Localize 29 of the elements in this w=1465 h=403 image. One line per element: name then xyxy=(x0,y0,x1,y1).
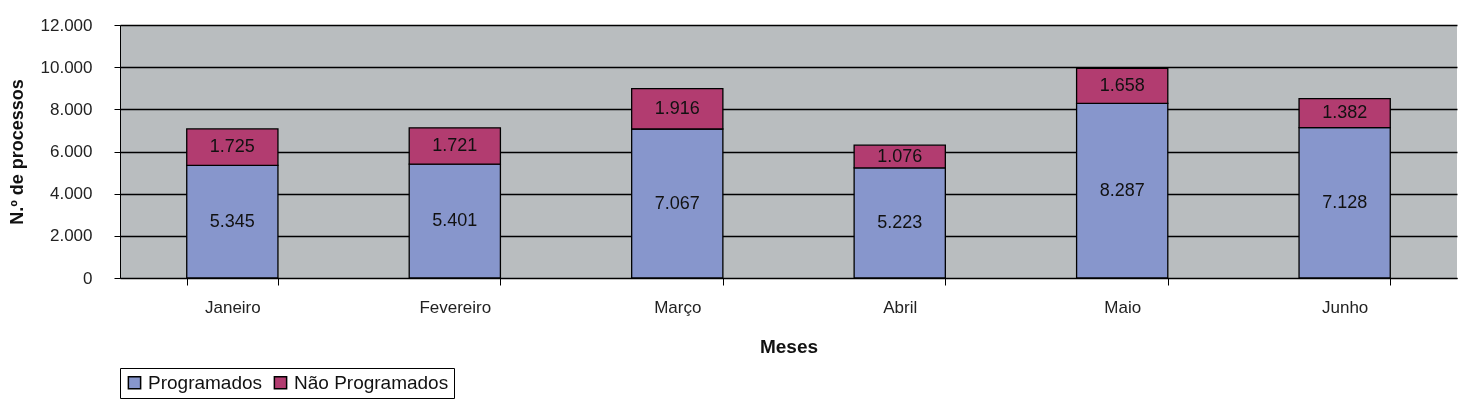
data-label: 8.287 xyxy=(1099,179,1145,200)
y-tick-label: 0 xyxy=(83,268,93,288)
y-axis-title: N.º de processos xyxy=(6,79,27,225)
x-tick-label: Janeiro xyxy=(204,297,261,317)
data-label: 7.067 xyxy=(654,192,700,213)
y-tick-label: 4.000 xyxy=(49,184,93,204)
x-tick-label: Abril xyxy=(883,297,918,317)
x-tick-label: Maio xyxy=(1104,297,1142,317)
data-label: 1.721 xyxy=(432,134,478,155)
data-label: 5.345 xyxy=(209,210,255,231)
data-label: 1.382 xyxy=(1322,102,1368,123)
data-label: 7.128 xyxy=(1322,191,1368,212)
data-label: 1.725 xyxy=(209,136,255,157)
x-tick-label: Fevereiro xyxy=(419,297,492,317)
data-label: 1.916 xyxy=(654,97,700,118)
legend-label: Programados xyxy=(148,371,263,393)
y-tick-label: 2.000 xyxy=(49,226,93,246)
x-tick-label: Março xyxy=(654,297,702,317)
x-axis-title: Meses xyxy=(759,335,819,357)
data-label: 5.401 xyxy=(432,210,478,231)
legend-label: Não Programados xyxy=(294,371,449,393)
data-label: 1.076 xyxy=(877,145,923,166)
data-label: 5.223 xyxy=(877,211,923,232)
y-tick-label: 6.000 xyxy=(49,142,93,161)
y-tick-label: 12.000 xyxy=(40,15,93,35)
x-tick-label: Junho xyxy=(1321,297,1369,317)
y-tick-label: 10.000 xyxy=(40,57,93,77)
data-label: 1.658 xyxy=(1099,74,1145,95)
y-tick-label: 8.000 xyxy=(49,99,93,119)
